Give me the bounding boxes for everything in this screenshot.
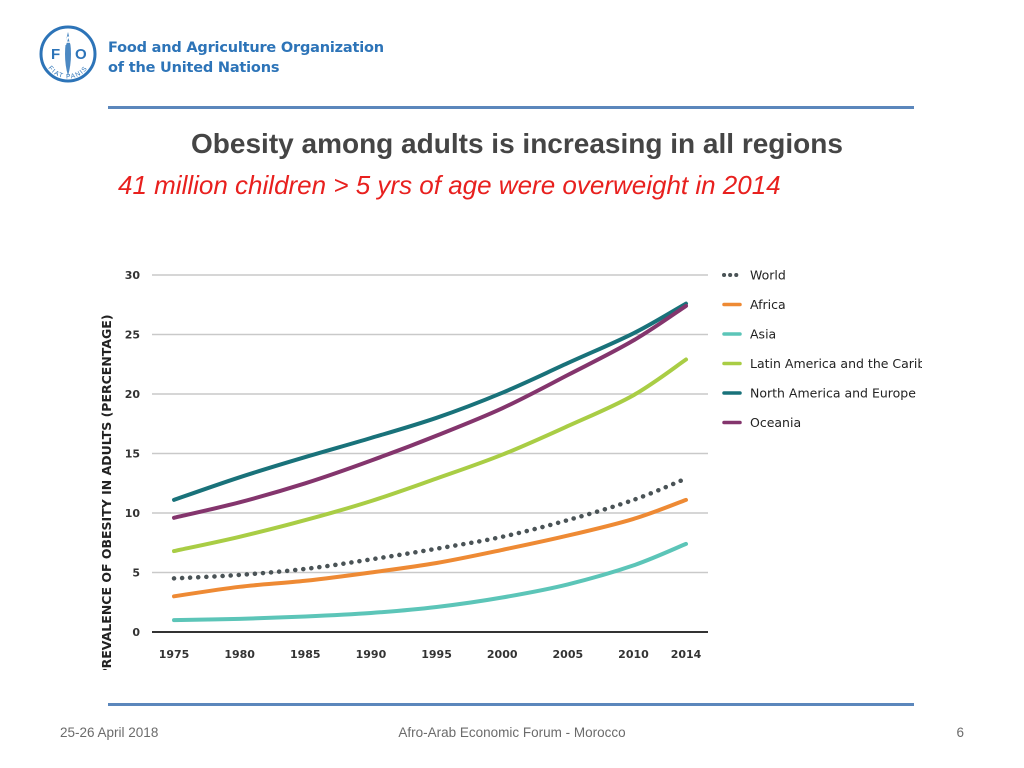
logo-letter-a: A xyxy=(64,34,73,48)
legend-label-latin-america-and-the-caribbean: Latin America and the Caribbean xyxy=(750,356,922,371)
x-tick-label: 1980 xyxy=(224,648,255,661)
series-line-oceania xyxy=(172,303,688,520)
series-layer xyxy=(171,301,689,623)
series-line-asia xyxy=(172,541,688,623)
x-tick-label: 1995 xyxy=(421,648,452,661)
footer-date: 25-26 April 2018 xyxy=(60,725,159,740)
y-tick-label: 25 xyxy=(125,329,140,342)
y-axis-title: PREVALENCE OF OBESITY IN ADULTS (PERCENT… xyxy=(99,314,114,670)
chart-canvas: 0 5 10 15 20 25 30 1975 1980 1985 1990 1995 2000 200… xyxy=(99,268,922,671)
slide-title: Obesity among adults is increasing in al… xyxy=(191,128,843,159)
x-tick-label: 1990 xyxy=(356,648,387,661)
series-line-latin-america-and-the-caribbean xyxy=(172,357,688,554)
legend-label-oceania: Oceania xyxy=(750,415,801,430)
legend: World Africa Asia Latin America and the Car… xyxy=(722,268,922,430)
x-tick-layer: 1975 1980 1985 1990 1995 2000 2005 2010 2014 xyxy=(159,648,702,661)
grid-layer xyxy=(152,274,708,633)
x-tick-label: 1985 xyxy=(290,648,321,661)
legend-label-world: World xyxy=(750,268,786,283)
y-tick-label: 20 xyxy=(125,388,141,401)
org-name-line2: of the United Nations xyxy=(108,60,280,76)
y-tick-label: 10 xyxy=(125,507,141,520)
y-tick-layer: 0 5 10 15 20 25 30 xyxy=(125,269,141,639)
legend-label-north-america-and-europe: North America and Europe xyxy=(750,386,916,401)
footer-event: Afro-Arab Economic Forum - Morocco xyxy=(398,725,626,740)
series-line-north-america-and-europe xyxy=(172,301,688,502)
y-tick-label: 0 xyxy=(132,626,140,639)
header-divider xyxy=(108,106,914,109)
fao-logo-icon: F A O FIAT PANIS xyxy=(39,25,97,83)
footer-divider xyxy=(108,703,914,706)
org-name-line1: Food and Agriculture Organization xyxy=(108,40,384,56)
y-tick-label: 5 xyxy=(132,567,140,580)
org-name: Food and Agriculture Organization of the… xyxy=(108,38,384,78)
obesity-line-chart: 0 5 10 15 20 25 30 1975 1980 1985 1990 1995 2000 200… xyxy=(92,250,922,671)
x-tick-label: 2014 xyxy=(671,648,702,661)
legend-label-africa: Africa xyxy=(750,297,786,312)
y-tick-label: 15 xyxy=(125,448,140,461)
x-tick-label: 1975 xyxy=(159,648,190,661)
slide-subtitle: 41 million children > 5 yrs of age were … xyxy=(118,170,781,200)
x-tick-label: 2000 xyxy=(487,648,518,661)
logo-letter-o: O xyxy=(75,46,87,63)
fao-logo: F A O FIAT PANIS xyxy=(37,24,99,84)
slide-number: 6 xyxy=(956,725,964,740)
series-line-africa xyxy=(172,497,688,599)
logo-letter-f: F xyxy=(51,46,60,63)
y-tick-label: 30 xyxy=(125,269,141,282)
x-tick-label: 2005 xyxy=(553,648,584,661)
x-tick-label: 2010 xyxy=(618,648,649,661)
legend-label-asia: Asia xyxy=(750,327,776,342)
